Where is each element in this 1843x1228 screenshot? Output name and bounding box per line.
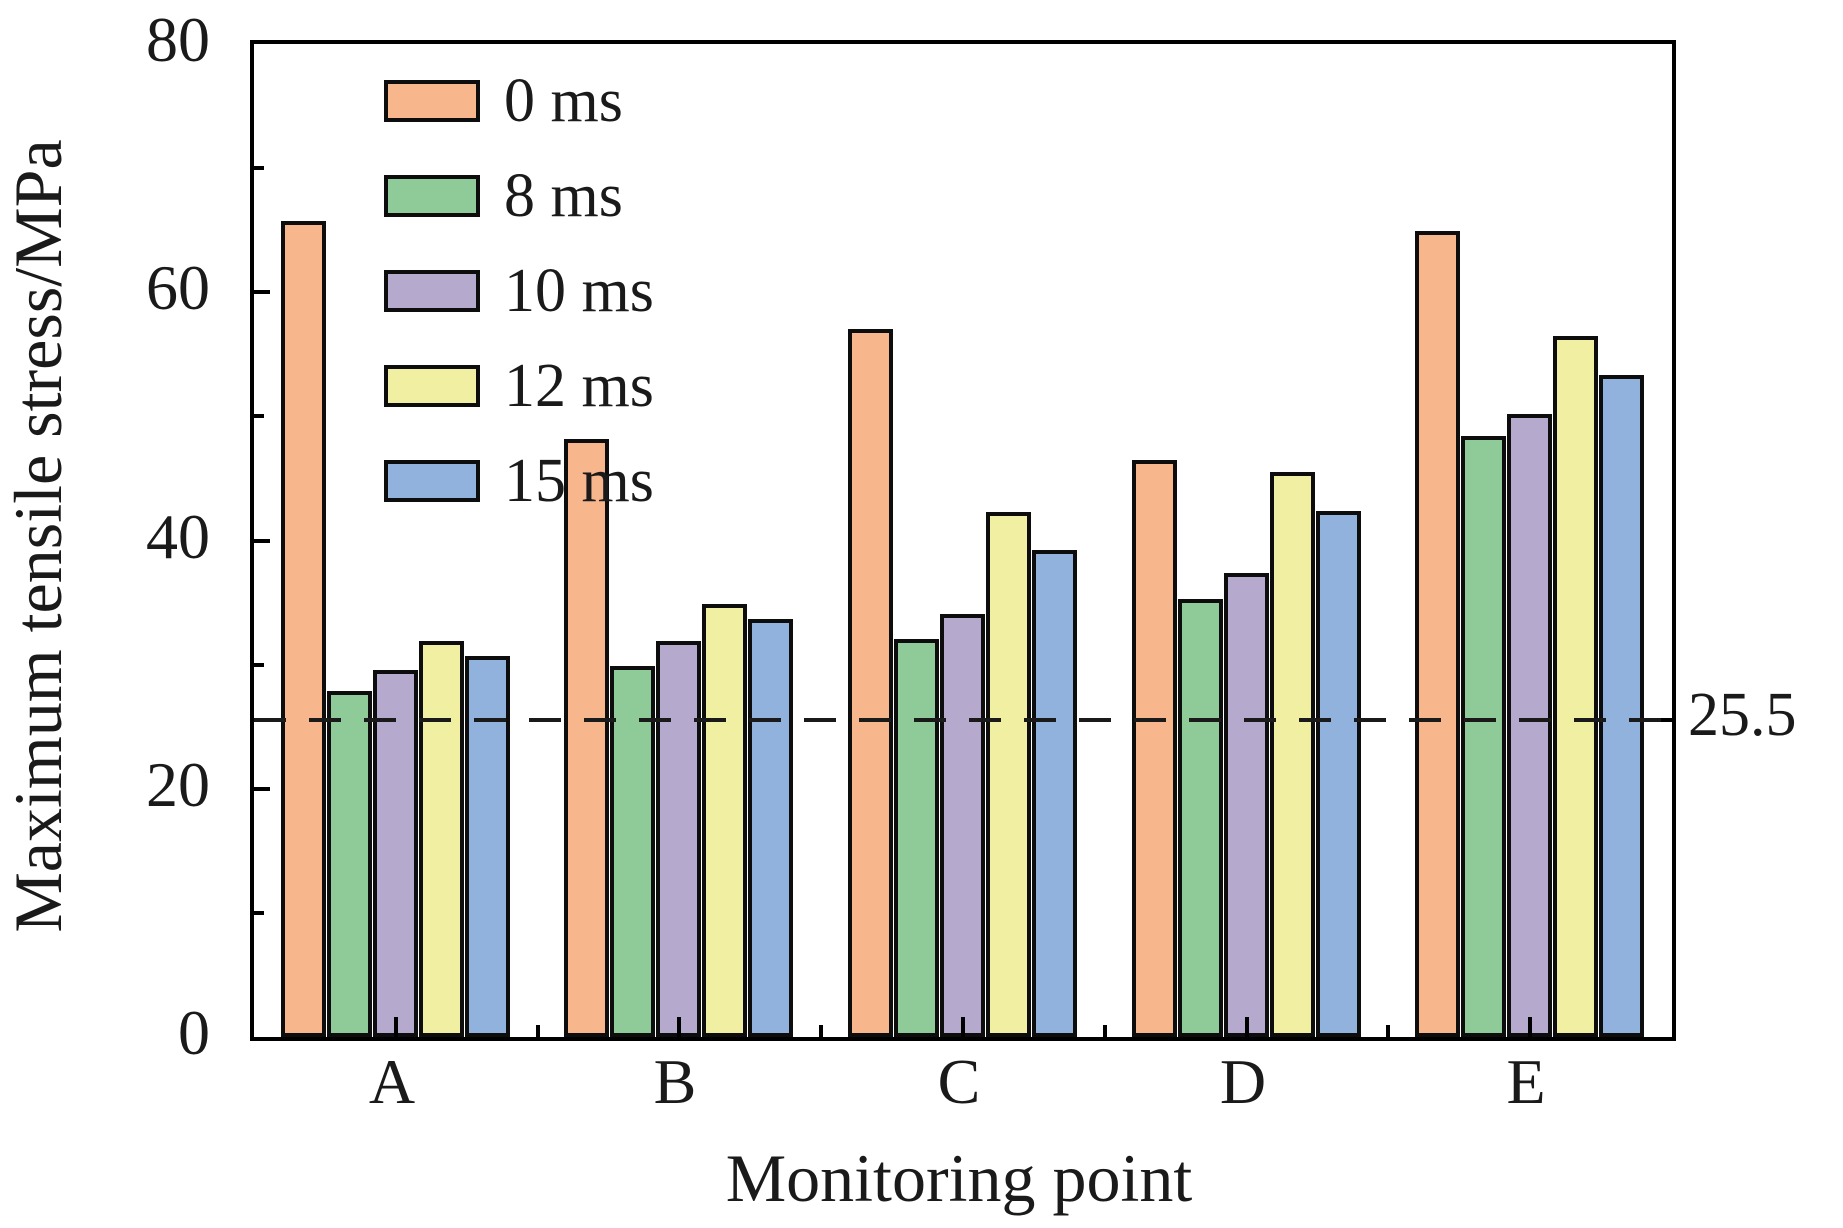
y-major-tick-40 xyxy=(254,539,270,543)
y-major-tick-60 xyxy=(254,290,270,294)
legend-item-0ms: 0 ms xyxy=(384,70,654,132)
bar-A-0ms xyxy=(281,221,326,1037)
legend-label: 15 ms xyxy=(504,447,654,515)
legend-swatch-0ms xyxy=(384,80,480,122)
bar-D-10ms xyxy=(1224,573,1269,1037)
bar-D-8ms xyxy=(1178,599,1223,1037)
y-tick-label-20: 20 xyxy=(146,749,210,820)
bar-D-15ms xyxy=(1316,511,1361,1037)
x-minor-tick-3 xyxy=(1386,1025,1390,1037)
legend-item-10ms: 10 ms xyxy=(384,260,654,322)
y-tick-label-60: 60 xyxy=(146,252,210,323)
bar-A-8ms xyxy=(327,691,372,1037)
threshold-value-label: 25.5 xyxy=(1688,681,1797,749)
legend-label: 8 ms xyxy=(504,162,623,230)
x-minor-tick-0 xyxy=(536,1025,540,1037)
y-minor-tick-70 xyxy=(254,166,264,170)
bar-B-15ms xyxy=(748,619,793,1037)
bar-E-10ms xyxy=(1507,414,1552,1037)
x-major-tick-C xyxy=(961,1017,965,1037)
x-category-label-C: C xyxy=(937,1046,981,1117)
x-category-label-B: B xyxy=(653,1046,697,1117)
x-major-tick-D xyxy=(1245,1017,1249,1037)
legend-label: 12 ms xyxy=(504,352,654,420)
bar-E-15ms xyxy=(1599,375,1644,1037)
legend-swatch-12ms xyxy=(384,365,480,407)
y-minor-tick-30 xyxy=(254,663,264,667)
bar-A-10ms xyxy=(373,670,418,1037)
bar-D-0ms xyxy=(1132,460,1177,1037)
bar-B-8ms xyxy=(610,666,655,1037)
bar-A-12ms xyxy=(419,641,464,1037)
legend-swatch-8ms xyxy=(384,175,480,217)
y-major-tick-20 xyxy=(254,787,270,791)
bar-C-12ms xyxy=(986,512,1031,1037)
bar-E-8ms xyxy=(1461,436,1506,1037)
x-axis-title: Monitoring point xyxy=(725,1140,1193,1216)
legend-swatch-15ms xyxy=(384,460,480,502)
legend-item-12ms: 12 ms xyxy=(384,355,654,417)
bar-A-15ms xyxy=(465,656,510,1037)
threshold-dashed-line xyxy=(254,718,1672,722)
y-tick-label-0: 0 xyxy=(178,997,210,1068)
x-minor-tick-2 xyxy=(1103,1025,1107,1037)
x-category-label-E: E xyxy=(1506,1046,1546,1117)
bar-B-10ms xyxy=(656,641,701,1037)
plot-area: 0 ms 8 ms 10 ms 12 ms 15 ms xyxy=(250,40,1676,1041)
legend-swatch-10ms xyxy=(384,270,480,312)
legend-label: 0 ms xyxy=(504,67,623,135)
legend: 0 ms 8 ms 10 ms 12 ms 15 ms xyxy=(384,70,654,512)
legend-item-8ms: 8 ms xyxy=(384,165,654,227)
x-major-tick-A xyxy=(394,1017,398,1037)
x-category-label-A: A xyxy=(368,1046,416,1117)
bar-C-15ms xyxy=(1032,550,1077,1037)
bar-C-0ms xyxy=(848,329,893,1037)
y-tick-label-80: 80 xyxy=(146,4,210,75)
y-tick-label-40: 40 xyxy=(146,501,210,572)
bar-C-10ms xyxy=(940,614,985,1037)
bar-B-12ms xyxy=(702,604,747,1037)
bar-E-12ms xyxy=(1553,336,1598,1037)
x-major-tick-B xyxy=(677,1017,681,1037)
x-category-label-D: D xyxy=(1219,1046,1267,1117)
legend-label: 10 ms xyxy=(504,257,654,325)
bar-D-12ms xyxy=(1270,472,1315,1037)
bar-C-8ms xyxy=(894,639,939,1037)
y-minor-tick-10 xyxy=(254,911,264,915)
bar-E-0ms xyxy=(1415,231,1460,1037)
bar-B-0ms xyxy=(564,439,609,1037)
x-minor-tick-1 xyxy=(819,1025,823,1037)
y-minor-tick-50 xyxy=(254,414,264,418)
x-major-tick-E xyxy=(1528,1017,1532,1037)
legend-item-15ms: 15 ms xyxy=(384,450,654,512)
